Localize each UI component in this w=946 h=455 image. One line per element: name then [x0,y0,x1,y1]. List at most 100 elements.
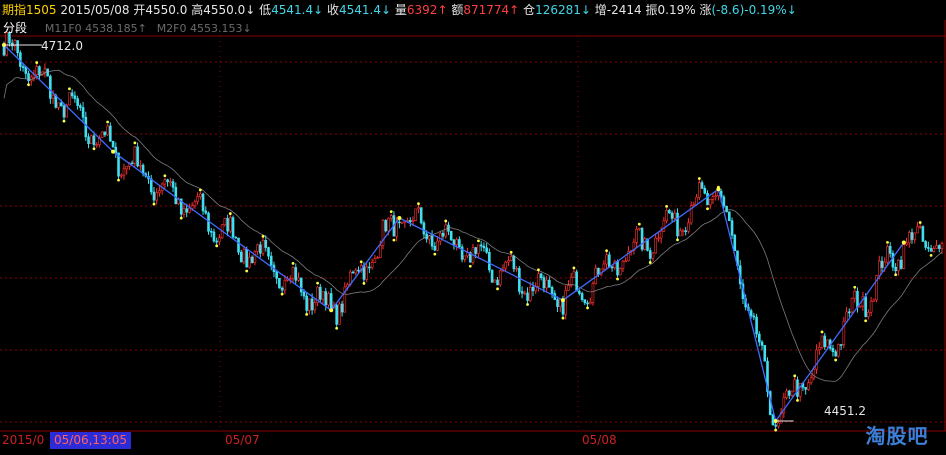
candle-body [850,297,854,313]
candle-body [209,230,213,233]
candle-body [245,248,248,268]
candle-body [820,335,824,348]
pivot-marker [163,174,167,178]
candle-body [588,302,592,305]
pivot-marker [561,316,565,320]
candle-body [163,179,167,185]
pivot-marker [572,266,576,270]
candle-body [428,235,431,240]
candle-body [665,210,668,222]
candle-body [654,237,657,254]
pivot-marker [228,212,232,215]
candle-body [452,239,456,245]
pivot-marker [697,177,701,180]
candle-body [185,208,188,213]
candle-body [395,221,398,237]
oi-change-value: -2414 [606,3,642,17]
candle-body [687,222,690,232]
segment-mode-label[interactable]: 分段 [3,21,28,35]
candle-body [190,205,194,209]
pivot-marker [706,207,709,211]
candle-body [578,290,581,294]
candle-body [16,40,19,54]
candle-body [417,207,420,210]
open-value: 4550.0 [145,3,188,17]
candle-body [635,228,638,243]
candle-body [411,220,415,222]
change-value: (-8.6)-0.19%↓ [711,3,797,17]
pivot-marker [929,253,933,257]
candle-body [856,290,859,308]
low-price-marker: 4451.2 [824,404,866,418]
candle-body [226,218,229,232]
candle-body [212,231,216,242]
candle-body [676,212,679,237]
candle-body [569,277,573,286]
candle-body [556,299,559,307]
candle-body [299,277,303,293]
candle-body [357,269,360,272]
candle-body [493,279,497,283]
candle-body [57,102,60,108]
pivot-marker [774,428,778,432]
pivot-marker [117,178,120,182]
candle-body [256,244,259,252]
axis-label-0507: 05/07 [225,433,260,447]
candle-body [618,268,622,276]
candle-body [474,247,478,254]
candle-body [46,68,49,77]
candlestick-chart[interactable] [0,0,946,432]
candle-body [231,217,235,238]
candle-body [749,310,753,317]
candle-body [455,239,458,245]
candle-body [927,247,930,249]
candle-body [777,422,780,427]
candle-body [422,222,426,235]
candle-body [774,424,777,427]
candle-body [444,224,448,237]
candle-body [752,315,756,318]
close-label: 收 [327,3,340,17]
pivot-marker [586,306,589,310]
candle-body [940,242,944,249]
candle-body [894,266,897,272]
pivot-marker [35,61,39,64]
candle-body [248,256,251,268]
candle-body [929,248,933,252]
pivot-marker [179,216,183,220]
candle-body [643,238,647,250]
pivot-marker [648,261,652,264]
candle-body [87,136,90,144]
candle-body [790,390,794,396]
open-interest-value: 126281↓ [535,3,591,17]
candle-body [408,220,412,222]
candle-body [798,382,802,397]
candle-body [21,66,25,68]
candle-body [302,291,306,297]
pivot-marker [886,240,889,244]
candle-body [651,252,655,259]
candle-body [575,271,578,292]
candle-body [319,286,322,300]
axis-label-start: 2015/0 [2,433,45,447]
candle-body [485,247,488,253]
high-price-marker: 4712.0 [41,39,83,53]
candle-body [869,300,873,313]
candle-body [479,244,483,247]
candle-body [130,162,134,165]
amplitude-label: 振 [645,3,658,17]
candle-body [477,244,480,254]
candle-body [910,232,914,240]
candle-body [139,164,142,167]
candle-body [316,286,319,303]
pivot-marker [444,219,448,223]
candle-body [760,341,764,346]
candle-body [608,254,611,268]
candle-body [891,253,895,268]
candle-body [507,260,510,263]
candle-body [291,267,295,279]
candle-body [81,107,85,118]
candle-body [398,221,401,224]
candle-body [758,333,761,343]
candle-body [261,240,265,254]
